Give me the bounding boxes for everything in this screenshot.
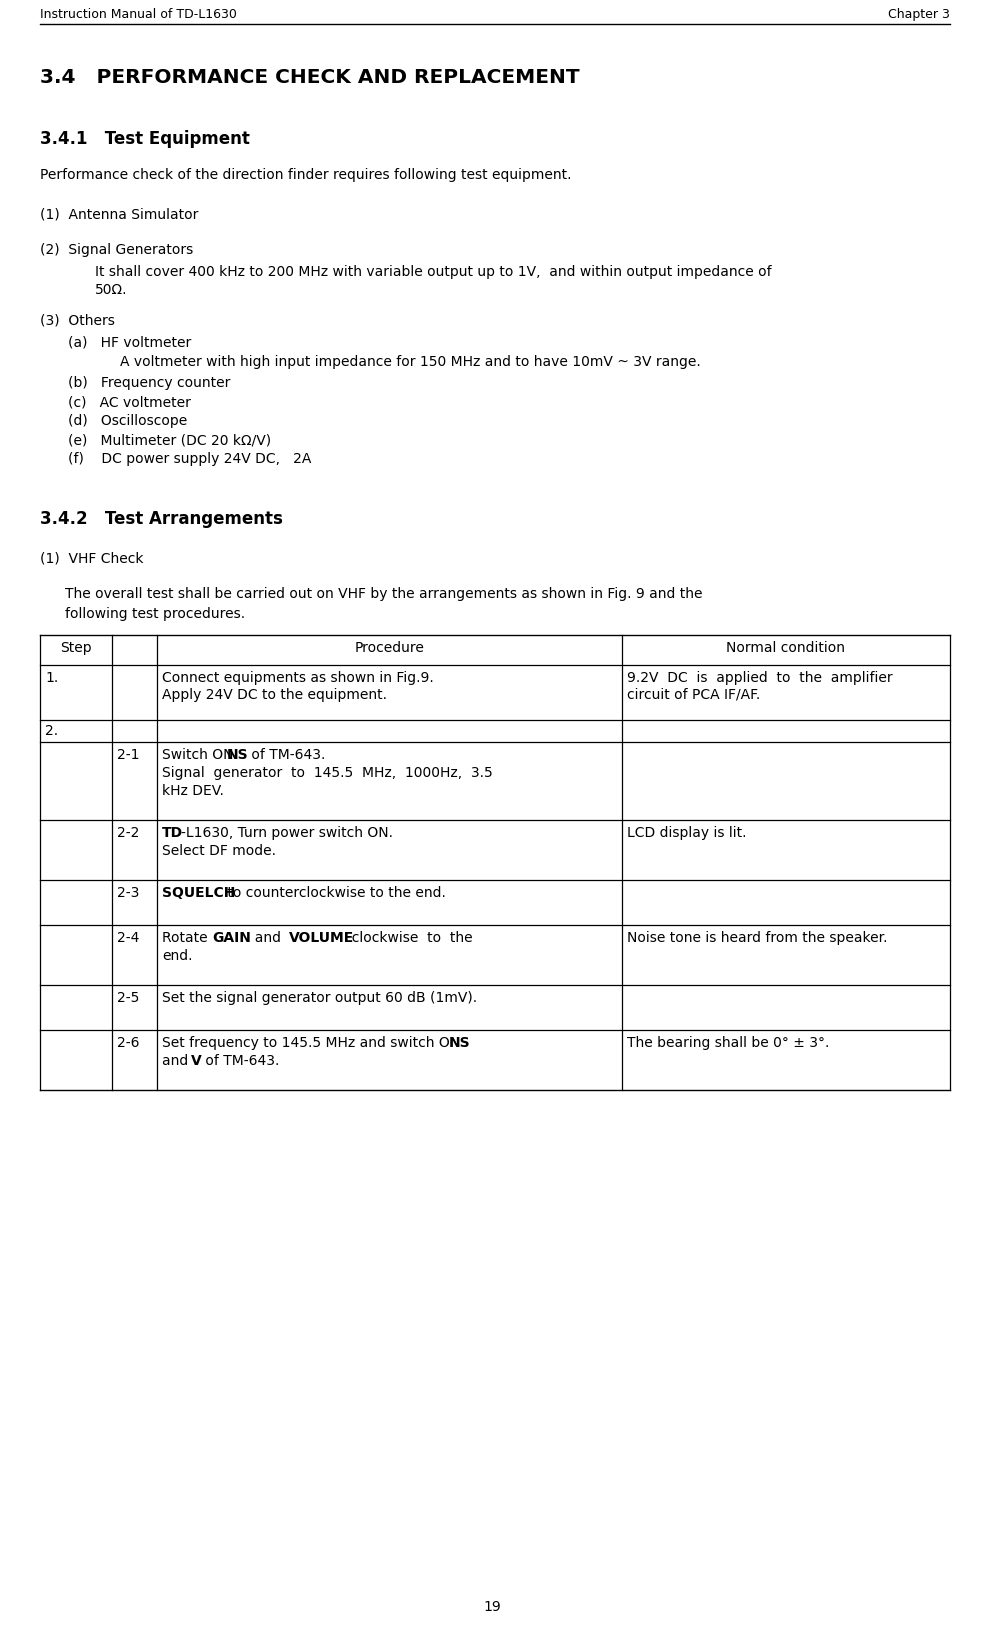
Text: and: and [162,1055,193,1068]
Text: Noise tone is heard from the speaker.: Noise tone is heard from the speaker. [627,931,887,946]
Text: circuit of PCA IF/AF.: circuit of PCA IF/AF. [627,687,760,702]
Text: 2.: 2. [45,725,58,738]
Text: 2-2: 2-2 [117,826,139,840]
Text: 3.4.1   Test Equipment: 3.4.1 Test Equipment [40,130,250,148]
Text: of TM-643.: of TM-643. [201,1055,280,1068]
Text: kHz DEV.: kHz DEV. [162,783,224,798]
Text: Step: Step [60,640,92,655]
Text: 19: 19 [484,1601,501,1614]
Text: and: and [246,931,290,946]
Text: 3.4   PERFORMANCE CHECK AND REPLACEMENT: 3.4 PERFORMANCE CHECK AND REPLACEMENT [40,68,579,88]
Text: V: V [191,1055,202,1068]
Text: 3.4.2   Test Arrangements: 3.4.2 Test Arrangements [40,510,283,528]
Text: (a)   HF voltmeter: (a) HF voltmeter [68,336,191,349]
Text: VOLUME: VOLUME [289,931,355,946]
Text: end.: end. [162,949,192,964]
Text: Apply 24V DC to the equipment.: Apply 24V DC to the equipment. [162,687,387,702]
Text: NS: NS [449,1037,471,1050]
Text: 2-3: 2-3 [117,886,139,900]
Text: Rotate: Rotate [162,931,217,946]
Text: clockwise  to  the: clockwise to the [343,931,473,946]
Text: GAIN: GAIN [212,931,251,946]
Text: (2)  Signal Generators: (2) Signal Generators [40,244,193,257]
Text: (b)   Frequency counter: (b) Frequency counter [68,375,230,390]
Text: Procedure: Procedure [355,640,425,655]
Text: It shall cover 400 kHz to 200 MHz with variable output up to 1V,  and within out: It shall cover 400 kHz to 200 MHz with v… [95,265,771,279]
Text: -L1630, Turn power switch ON.: -L1630, Turn power switch ON. [181,826,393,840]
Text: Set frequency to 145.5 MHz and switch ON: Set frequency to 145.5 MHz and switch ON [162,1037,465,1050]
Text: 2-4: 2-4 [117,931,139,946]
Text: Connect equipments as shown in Fig.9.: Connect equipments as shown in Fig.9. [162,671,433,686]
Text: following test procedures.: following test procedures. [65,608,245,621]
Text: LCD display is lit.: LCD display is lit. [627,826,747,840]
Text: Signal  generator  to  145.5  MHz,  1000Hz,  3.5: Signal generator to 145.5 MHz, 1000Hz, 3… [162,765,492,780]
Text: 9.2V  DC  is  applied  to  the  amplifier: 9.2V DC is applied to the amplifier [627,671,892,686]
Text: (d)   Oscilloscope: (d) Oscilloscope [68,414,187,427]
Text: 2-5: 2-5 [117,991,139,1004]
Text: 2-6: 2-6 [117,1037,140,1050]
Text: Switch ON: Switch ON [162,748,237,762]
Text: (1)  VHF Check: (1) VHF Check [40,552,144,565]
Text: SQUELCH: SQUELCH [162,886,235,900]
Text: TD: TD [162,826,183,840]
Text: The bearing shall be 0° ± 3°.: The bearing shall be 0° ± 3°. [627,1037,829,1050]
Text: Chapter 3: Chapter 3 [888,8,950,21]
Text: The overall test shall be carried out on VHF by the arrangements as shown in Fig: The overall test shall be carried out on… [65,587,702,601]
Text: (f)    DC power supply 24V DC,   2A: (f) DC power supply 24V DC, 2A [68,452,311,466]
Text: of TM-643.: of TM-643. [247,748,325,762]
Text: Set the signal generator output 60 dB (1mV).: Set the signal generator output 60 dB (1… [162,991,477,1004]
Text: Performance check of the direction finder requires following test equipment.: Performance check of the direction finde… [40,167,571,182]
Text: (c)   AC voltmeter: (c) AC voltmeter [68,395,191,410]
Text: Instruction Manual of TD-L1630: Instruction Manual of TD-L1630 [40,8,236,21]
Text: 50Ω.: 50Ω. [95,283,127,297]
Text: Select DF mode.: Select DF mode. [162,843,276,858]
Text: (3)  Others: (3) Others [40,314,115,328]
Text: NS: NS [227,748,248,762]
Text: to counterclockwise to the end.: to counterclockwise to the end. [223,886,446,900]
Text: Normal condition: Normal condition [727,640,845,655]
Text: (e)   Multimeter (DC 20 kΩ/V): (e) Multimeter (DC 20 kΩ/V) [68,432,271,447]
Text: A voltmeter with high input impedance for 150 MHz and to have 10mV ~ 3V range.: A voltmeter with high input impedance fo… [120,354,700,369]
Text: (1)  Antenna Simulator: (1) Antenna Simulator [40,208,198,223]
Text: 2-1: 2-1 [117,748,140,762]
Text: 1.: 1. [45,671,58,686]
